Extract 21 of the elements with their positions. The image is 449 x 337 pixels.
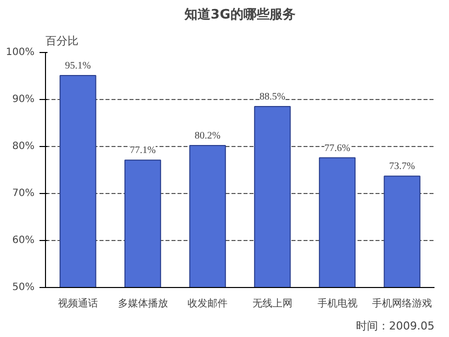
x-tick-label: 视频通话: [58, 298, 98, 310]
data-label: 88.5%: [260, 92, 286, 103]
x-tick-label: 收发邮件: [188, 298, 228, 310]
y-tick-label: 70%: [12, 188, 35, 199]
data-label: 95.1%: [65, 60, 91, 72]
x-tick-label: 手机网络游戏: [372, 298, 432, 310]
y-axis-title: 百分比: [46, 34, 78, 48]
y-tick-label: 80%: [12, 141, 35, 152]
chart-title: 知道3G的哪些服务: [184, 8, 296, 22]
y-tick-label: 90%: [12, 94, 35, 105]
data-label: 73.7%: [389, 161, 416, 172]
x-tick-label: 多媒体播放: [118, 298, 168, 310]
x-tick-label: 无线上网: [252, 298, 292, 310]
y-tick-label: 50%: [12, 282, 35, 293]
data-label: 80.2%: [194, 130, 221, 142]
text: 时间：2009.05: [356, 320, 435, 332]
y-tick-label: 100%: [6, 47, 35, 58]
data-label: 77.6%: [324, 142, 350, 154]
x-tick-label: 手机电视: [317, 298, 358, 310]
y-tick-label: 60%: [12, 235, 35, 246]
data-label: 77.1%: [130, 145, 156, 156]
